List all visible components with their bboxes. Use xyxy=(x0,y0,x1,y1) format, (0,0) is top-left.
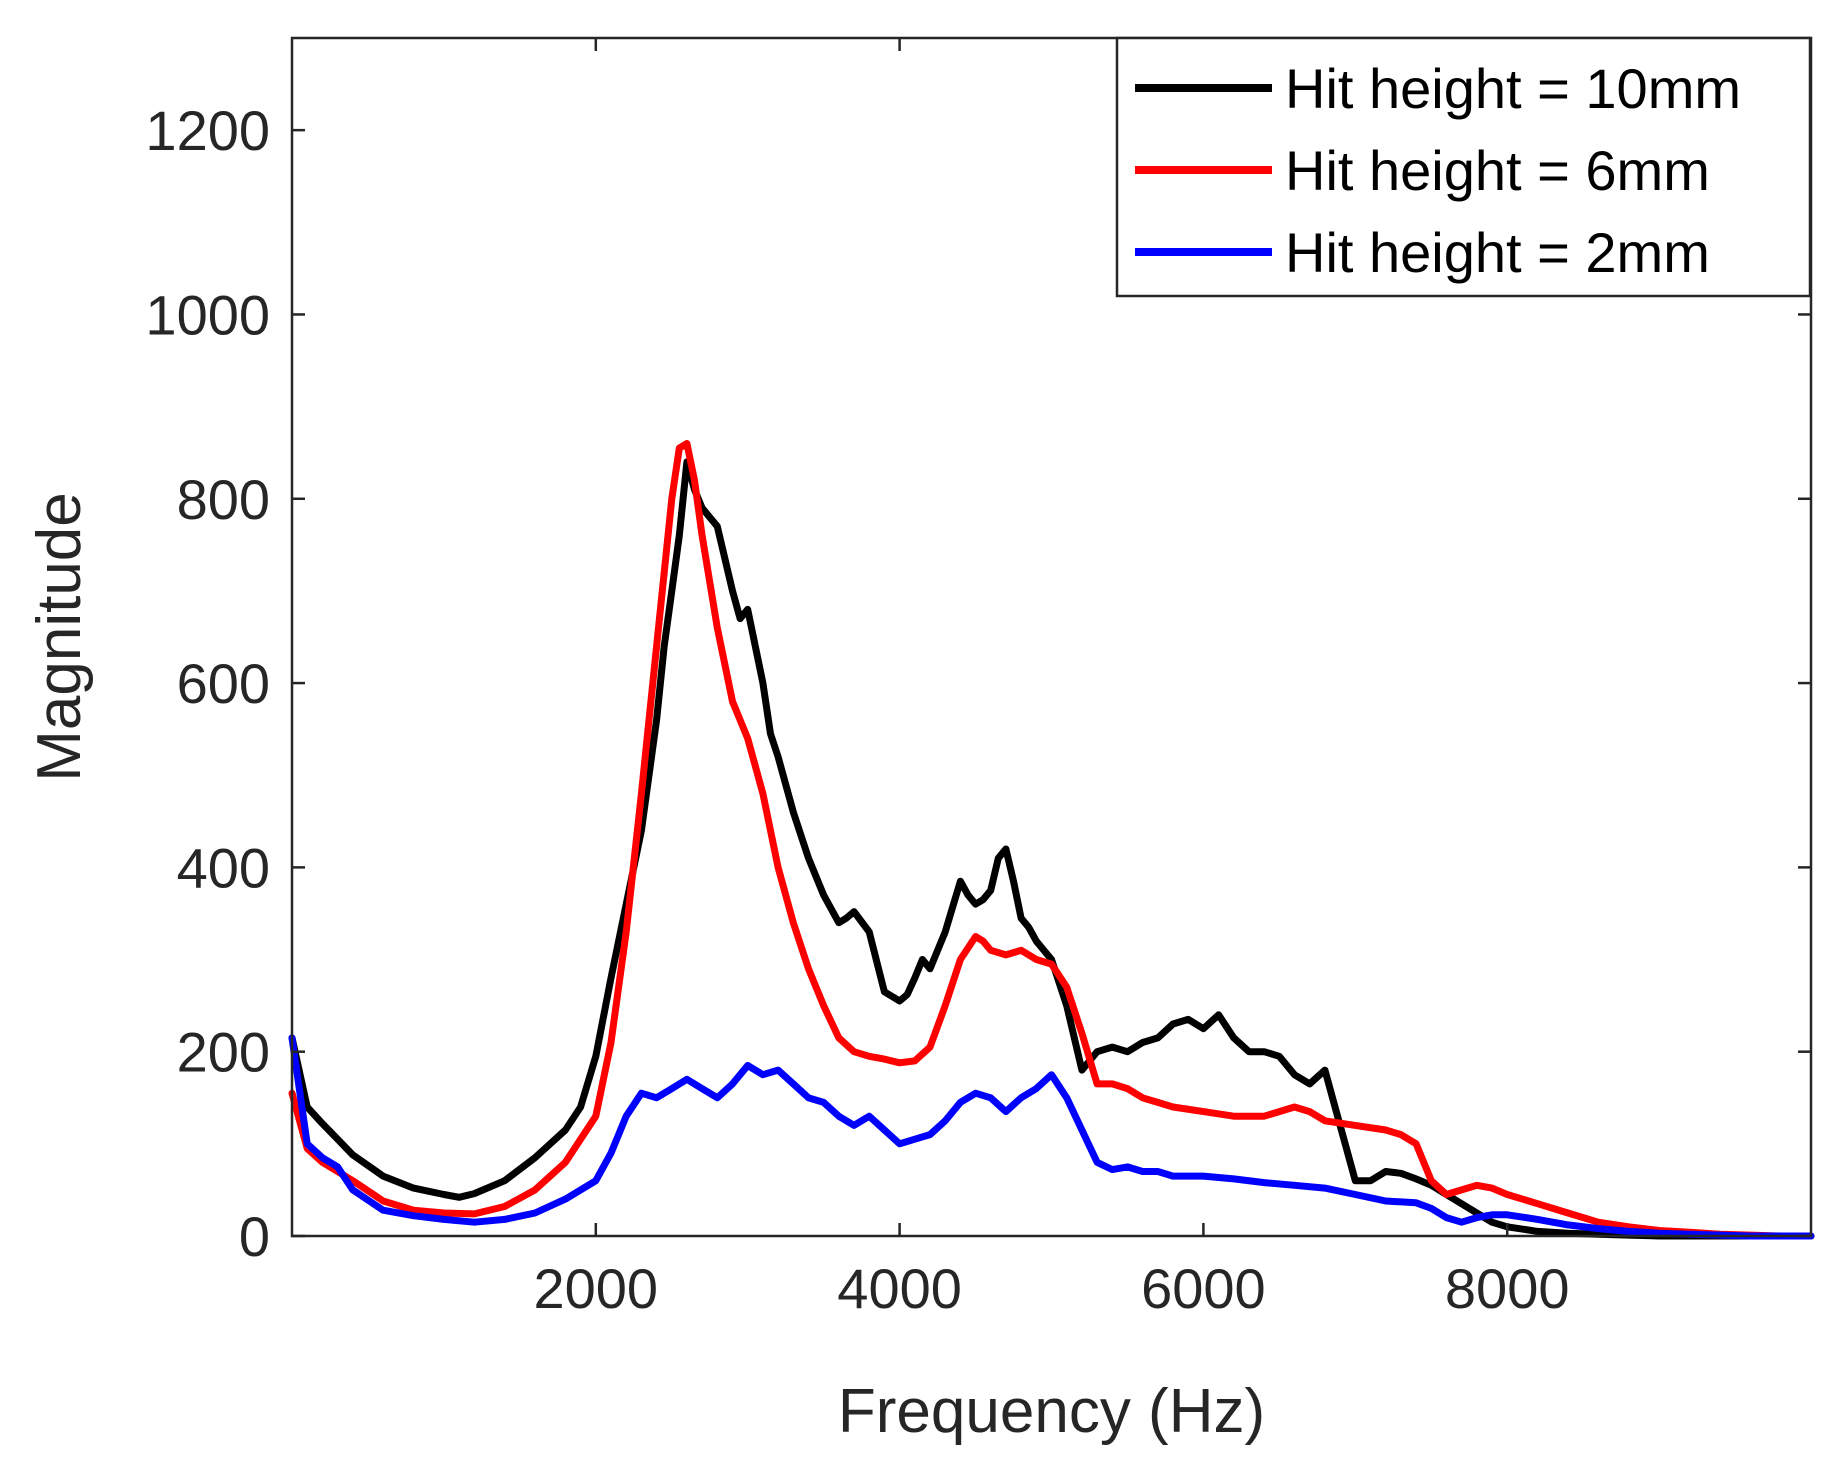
series-layer xyxy=(288,440,1815,1240)
legend-label-1: Hit height = 10mm xyxy=(1285,57,1741,120)
x-tick-label: 4000 xyxy=(837,1257,962,1320)
series-line-3 xyxy=(288,1034,1815,1240)
y-axis-title: Magnitude xyxy=(25,492,94,782)
series-line-2 xyxy=(288,440,1815,1240)
legend: Hit height = 10mm Hit height = 6mm Hit hei… xyxy=(1115,36,1812,298)
y-tick-label: 1200 xyxy=(145,99,270,162)
x-tick-label: 8000 xyxy=(1445,1257,1570,1320)
legend-label-3: Hit height = 2mm xyxy=(1285,221,1710,284)
y-tick-label: 200 xyxy=(177,1021,270,1084)
plot-area-border xyxy=(290,36,1813,1238)
y-tick-label: 0 xyxy=(239,1205,270,1268)
y-tick-label: 1000 xyxy=(145,283,270,346)
y-tick-label: 800 xyxy=(177,468,270,531)
tick-layer: 2000 4000 6000 8000 0 200 400 600 800 1000 1200 xyxy=(145,38,1811,1320)
x-axis-title: Frequency (Hz) xyxy=(838,1377,1265,1446)
x-tick-label: 6000 xyxy=(1141,1257,1266,1320)
y-tick-label: 400 xyxy=(177,836,270,899)
x-tick-label: 2000 xyxy=(534,1257,659,1320)
y-tick-label: 600 xyxy=(177,652,270,715)
legend-label-2: Hit height = 6mm xyxy=(1285,139,1710,202)
